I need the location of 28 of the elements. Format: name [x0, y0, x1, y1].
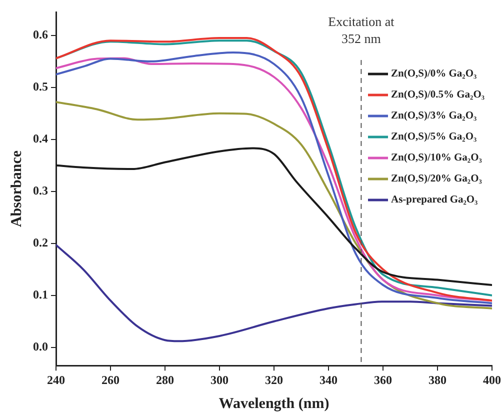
x-axis-title: Wavelength (nm) — [218, 396, 330, 412]
legend-label: As-prepared Ga₂O₃ — [391, 194, 478, 206]
y-tick-label: 0.5 — [33, 79, 48, 94]
x-tick-label: 240 — [47, 372, 65, 387]
legend-label: Zn(O,S)/0% Ga₂O₃ — [391, 68, 477, 80]
y-tick-label: 0.4 — [33, 131, 48, 146]
ref-line-label: Excitation at 352 nm — [328, 14, 395, 46]
y-axis-title: Absorbance — [8, 150, 25, 228]
x-tick-label: 260 — [102, 372, 120, 387]
x-tick-label: 340 — [320, 372, 338, 387]
y-tick-label: 0.2 — [33, 235, 48, 250]
y-tick-label: 0.3 — [33, 183, 48, 198]
legend-label: Zn(O,S)/20% Ga₂O₃ — [391, 174, 482, 185]
x-tick-label: 360 — [374, 372, 392, 387]
legend-label: Zn(O,S)/10% Ga₂O₃ — [391, 152, 482, 164]
line-series — [56, 100, 492, 310]
legend-label: Zn(O,S)/5% Ga₂O₃ — [391, 132, 477, 143]
x-tick-label: 280 — [156, 372, 174, 387]
legend-label: Zn(O,S)/3% Ga₂O₃ — [391, 110, 477, 122]
y-tick-label: 0.0 — [33, 339, 48, 354]
y-tick-label: 0.6 — [33, 27, 48, 42]
x-tick-label: 300 — [210, 372, 228, 387]
line-series — [56, 244, 492, 342]
legend-label: Zn(O,S)/0.5% Ga₂O₃ — [391, 90, 485, 101]
x-tick-label: 320 — [265, 372, 283, 387]
y-tick-label: 0.1 — [33, 287, 48, 302]
x-tick-label: 400 — [483, 372, 501, 387]
x-tick-label: 380 — [428, 372, 446, 387]
